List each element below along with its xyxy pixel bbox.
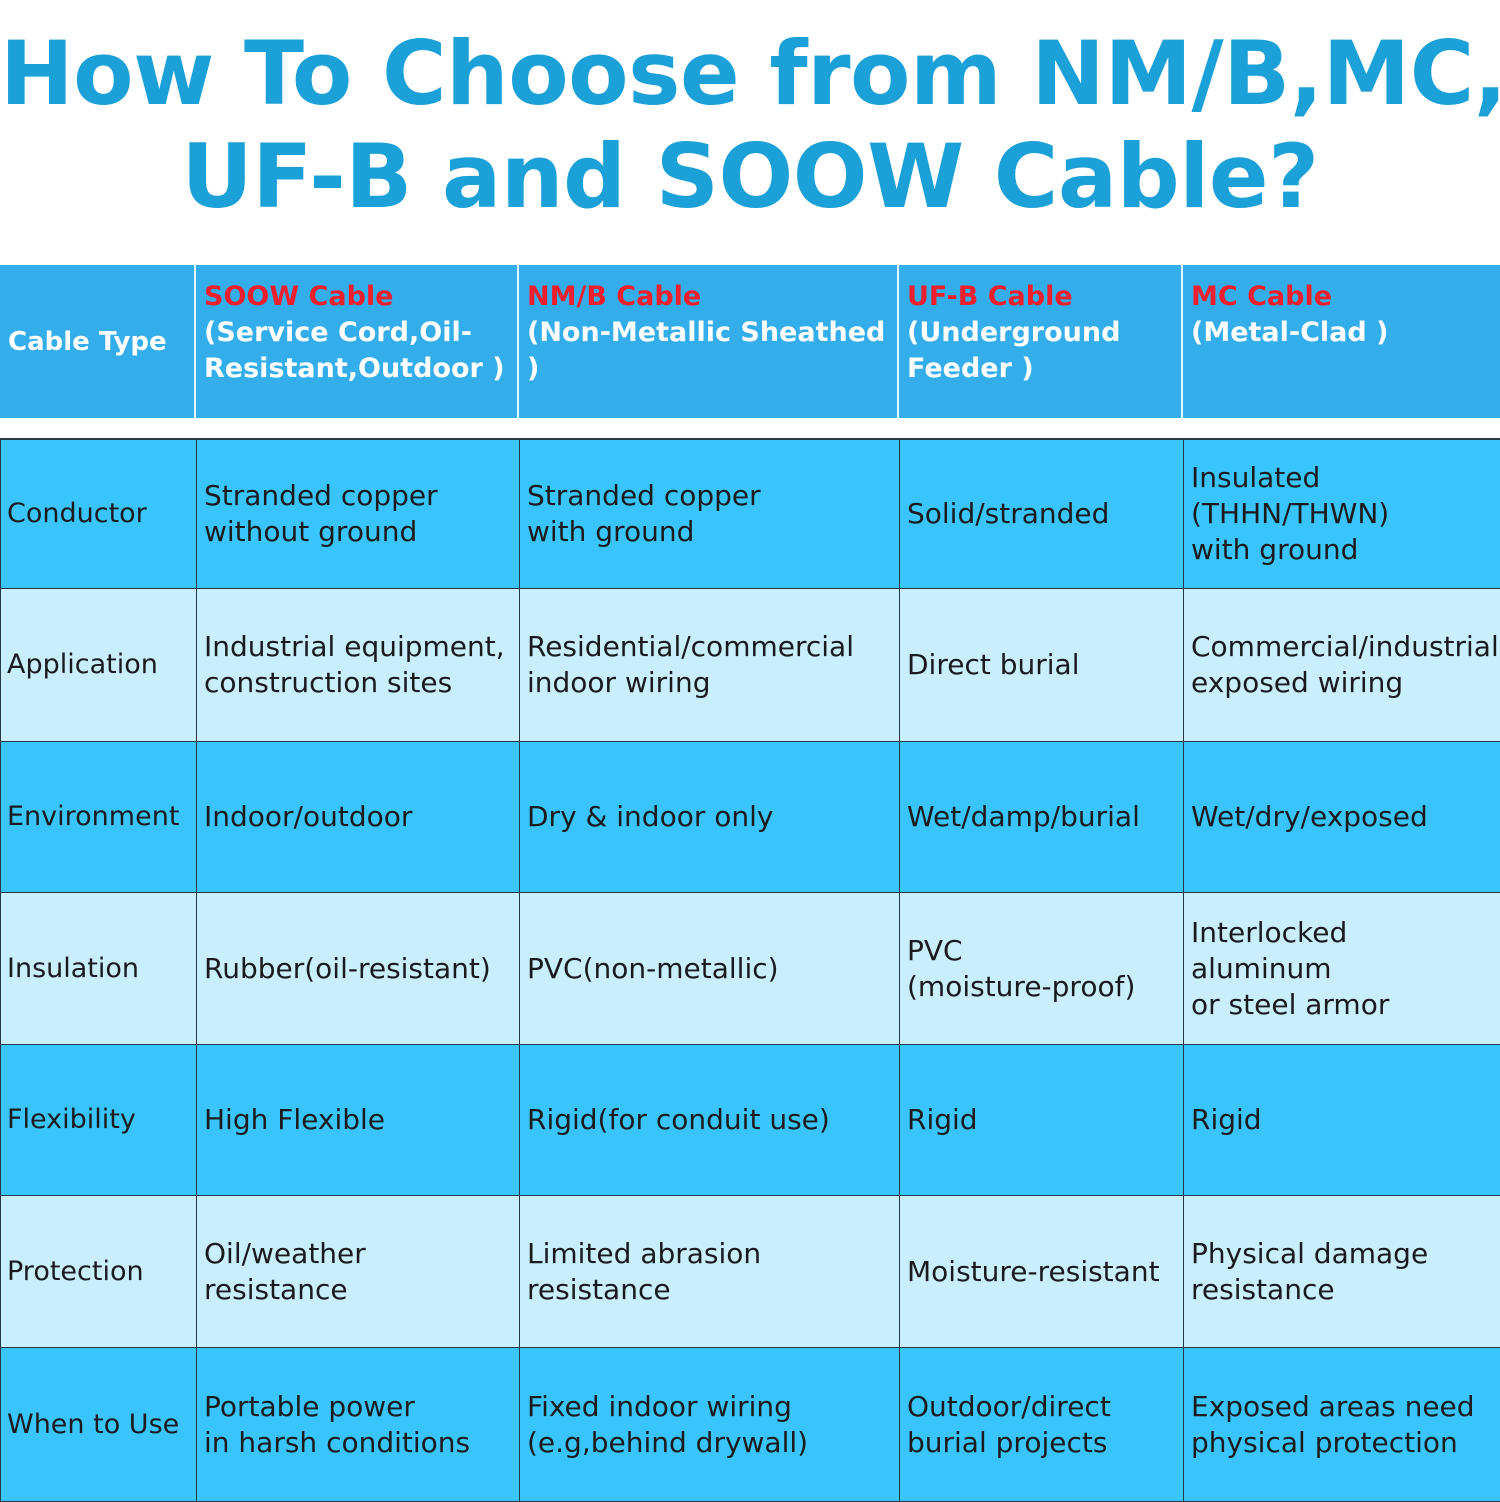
table-cell: Rubber(oil-resistant) [197,893,520,1044]
table-cell: Stranded copper without ground [197,440,520,588]
header-gap [0,418,1500,438]
header-nmb: NM/B Cable (Non-Metallic Sheathed ) [519,265,899,418]
row-label: Protection [1,1196,197,1347]
table-cell: Outdoor/direct burial projects [900,1348,1184,1501]
table-cell: Exposed areas need physical protection [1191,1389,1475,1459]
table-cell: Direct burial [900,589,1184,741]
table-cell: Physical damage resistance [1191,1236,1429,1306]
table-cell: PVC (moisture-proof) [900,893,1184,1044]
page-title: How To Choose from NM/B,MC, UF-B and SOO… [0,22,1500,228]
title-line-1: How To Choose from NM/B,MC, [0,22,1500,125]
table-row-when-to-use: When to Use Portable power in harsh cond… [1,1348,1500,1502]
table-cell: High Flexible [197,1045,520,1195]
header-cable-name: SOOW Cable [204,281,394,312]
row-label: Flexibility [1,1045,197,1195]
header-cable-desc: (Service Cord,Oil- Resistant,Outdoor ) [204,317,505,384]
header-soow: SOOW Cable (Service Cord,Oil- Resistant,… [196,265,519,418]
header-cable-name: MC Cable [1191,281,1333,312]
table-cell: Portable power in harsh conditions [197,1348,520,1501]
table-cell: Residential/commercial indoor wiring [520,589,900,741]
table-cell: Dry & indoor only [520,742,900,892]
table-cell: Rigid [1191,1103,1262,1136]
row-label: Conductor [1,440,197,588]
header-cable-name: NM/B Cable [527,281,702,312]
table-row-conductor: Conductor Stranded copper without ground… [1,440,1500,589]
table-cell: Stranded copper with ground [520,440,900,588]
row-label: Environment [1,742,197,892]
table-cell: Wet/damp/burial [900,742,1184,892]
header-cable-desc: (Non-Metallic Sheathed ) [527,317,886,384]
table-cell: Wet/dry/exposed [1191,800,1428,833]
table-row-application: Application Industrial equipment, constr… [1,589,1500,742]
table-cell: PVC(non-metallic) [520,893,900,1044]
table-cell: Moisture-resistant [900,1196,1184,1347]
header-ufb: UF-B Cable (Underground Feeder ) [899,265,1183,418]
header-cable-name: UF-B Cable [907,281,1073,312]
header-mc: MC Cable (Metal-Clad ) [1183,265,1500,418]
table-row-insulation: Insulation Rubber(oil-resistant) PVC(non… [1,893,1500,1045]
comparison-table: Conductor Stranded copper without ground… [0,438,1500,1502]
table-cell: Interlocked aluminum or steel armor [1191,915,1390,1021]
table-row-flexibility: Flexibility High Flexible Rigid(for cond… [1,1045,1500,1196]
header-cable-type: Cable Type [0,265,196,418]
table-cell: Oil/weather resistance [197,1196,520,1347]
table-cell: Rigid [900,1045,1184,1195]
table-row-protection: Protection Oil/weather resistance Limite… [1,1196,1500,1348]
table-cell: Rigid(for conduit use) [520,1045,900,1195]
table-cell: Commercial/industrial exposed wiring [1191,630,1499,699]
header-row-label: Cable Type [8,326,167,357]
table-cell: Fixed indoor wiring (e.g,behind drywall) [520,1348,900,1501]
header-cable-desc: (Underground Feeder ) [907,317,1121,384]
table-cell: Solid/stranded [900,440,1184,588]
table-cell: Limited abrasion resistance [520,1196,900,1347]
table-cell: Industrial equipment, construction sites [197,589,520,741]
table-cell: Insulated (THHN/THWN) with ground [1191,461,1390,566]
row-label: Insulation [1,893,197,1044]
table-header: Cable Type SOOW Cable (Service Cord,Oil-… [0,265,1500,418]
table-cell: Indoor/outdoor [197,742,520,892]
row-label: When to Use [1,1348,197,1501]
title-line-2: UF-B and SOOW Cable? [181,125,1319,228]
table-row-environment: Environment Indoor/outdoor Dry & indoor … [1,742,1500,893]
row-label: Application [1,589,197,741]
header-cable-desc: (Metal-Clad ) [1191,317,1389,348]
